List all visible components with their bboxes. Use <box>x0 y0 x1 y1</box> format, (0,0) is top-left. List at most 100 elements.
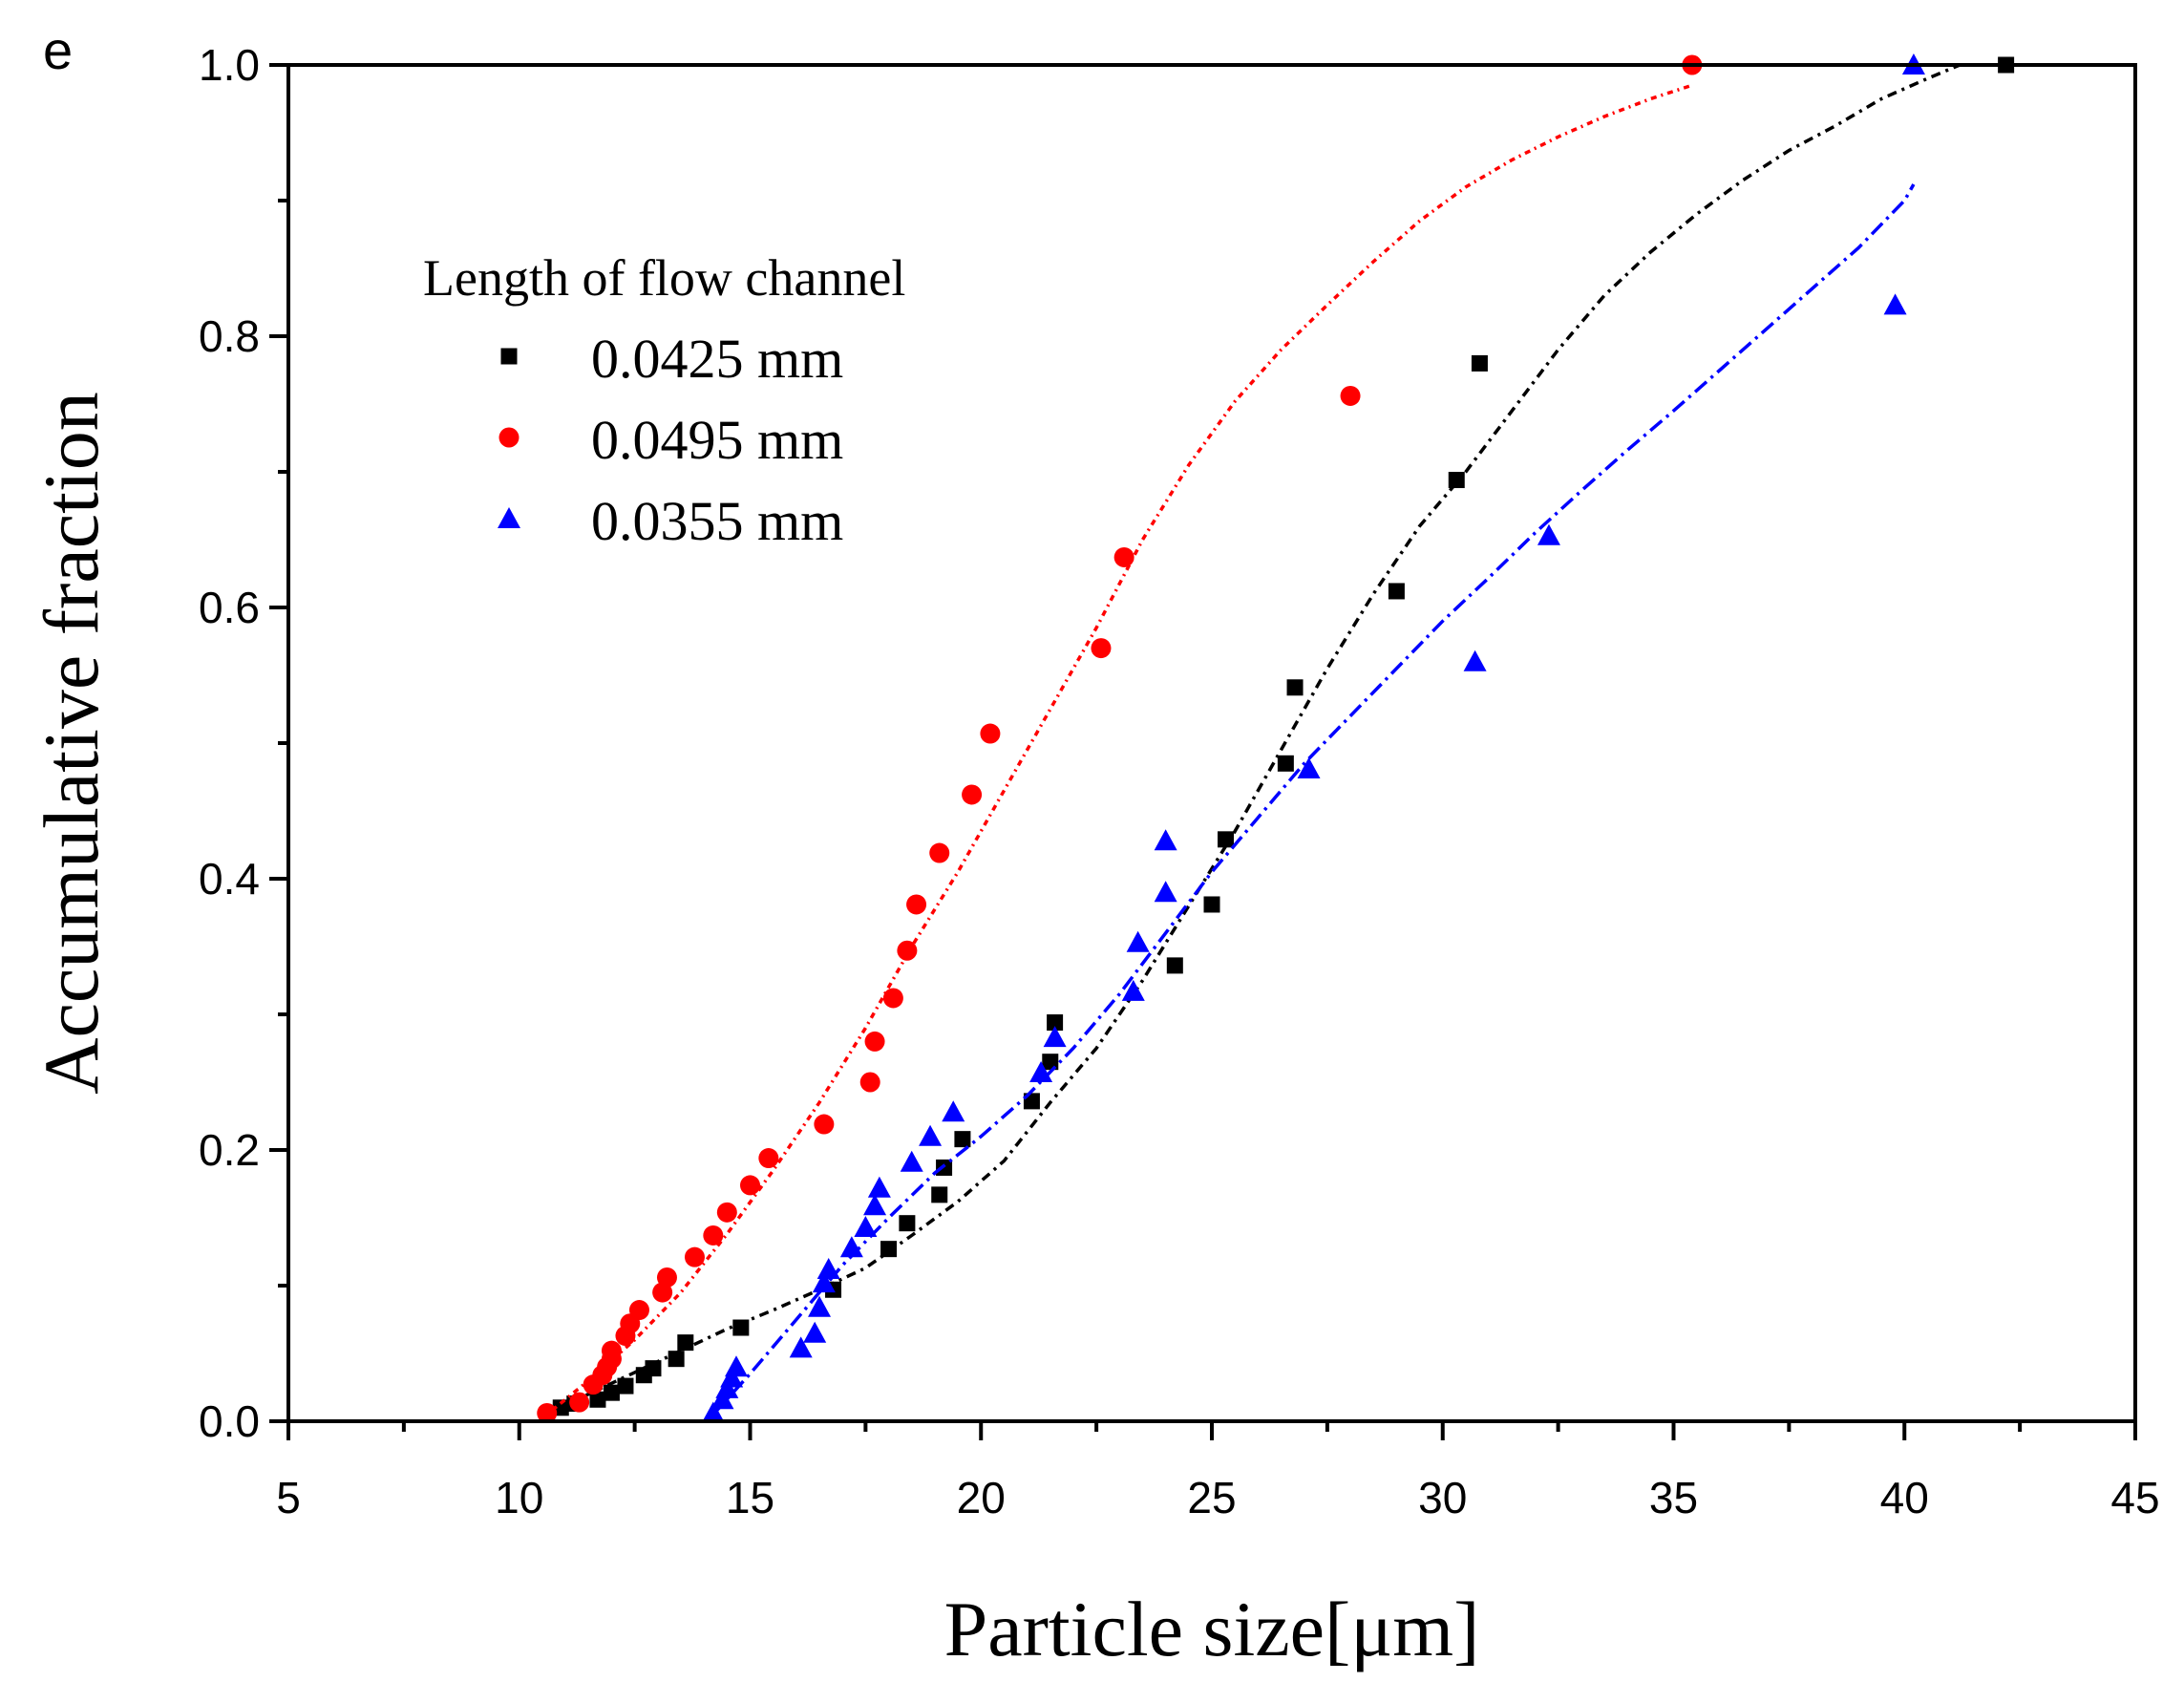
data-point-triangle <box>816 1257 840 1279</box>
fit-line-circle <box>545 83 1693 1416</box>
data-point-square <box>677 1334 694 1352</box>
x-tick-label: 35 <box>1649 1473 1698 1522</box>
x-axis-title: Particle size[μm] <box>944 1586 1480 1672</box>
fit-line-square <box>541 63 1961 1416</box>
x-tick-label: 5 <box>276 1473 301 1522</box>
x-tick-label: 25 <box>1187 1473 1236 1522</box>
legend-label: 0.0425 mm <box>591 328 843 390</box>
data-point-triangle <box>854 1215 878 1237</box>
data-point-square <box>899 1215 916 1232</box>
legend-title: Length of flow channel <box>423 249 905 307</box>
y-axis-title: Accumulative fraction <box>28 392 115 1094</box>
data-point-square <box>1388 583 1405 600</box>
data-point-circle <box>628 1300 649 1321</box>
data-point-triangle <box>867 1176 891 1198</box>
data-point-circle <box>537 1402 558 1423</box>
data-point-triangle <box>900 1150 923 1172</box>
data-point-triangle <box>1297 756 1321 778</box>
legend-items: 0.0425 mm 0.0495 mm 0.0355 mm <box>498 328 843 552</box>
data-point-circle <box>980 723 1001 744</box>
data-point-circle <box>906 894 927 915</box>
data-point-square <box>617 1377 634 1395</box>
x-tick-label: 40 <box>1880 1473 1929 1522</box>
data-point-circle <box>716 1202 737 1223</box>
data-point-triangle <box>1154 881 1177 903</box>
data-point-circle <box>569 1392 590 1413</box>
data-point-triangle <box>839 1236 863 1258</box>
data-point-circle <box>929 842 950 863</box>
data-point-circle <box>864 1031 885 1052</box>
data-point-square <box>732 1319 750 1336</box>
data-point-circle <box>684 1246 705 1267</box>
data-point-triangle <box>710 1388 734 1410</box>
data-point-circle <box>962 784 983 805</box>
fit-line-triangle <box>711 183 1916 1416</box>
x-tick-label: 45 <box>2110 1473 2159 1522</box>
legend-label: 0.0495 mm <box>591 409 843 471</box>
data-point-square <box>1277 755 1294 772</box>
data-point-square <box>1471 354 1488 372</box>
data-point-square <box>880 1241 898 1258</box>
data-point-circle <box>1340 385 1361 406</box>
data-point-triangle <box>1154 829 1177 851</box>
data-point-triangle <box>919 1124 943 1146</box>
y-tick-label: 0.4 <box>199 854 260 904</box>
data-point-triangle <box>1463 649 1487 671</box>
data-point-square <box>589 1391 606 1408</box>
data-point-square <box>603 1384 620 1401</box>
legend-marker-triangle <box>498 507 520 528</box>
y-tick-label: 1.0 <box>199 40 260 90</box>
data-point-triangle <box>720 1366 744 1388</box>
data-point-circle <box>703 1224 724 1246</box>
data-point-square <box>1047 1014 1064 1032</box>
data-point-triangle <box>863 1194 887 1216</box>
data-point-square <box>1448 472 1465 489</box>
data-point-square <box>931 1186 948 1203</box>
axis-ticks: 5 10 15 20 25 30 35 40 45 0.0 0.2 0.4 0.6 0.8 1.0 <box>199 40 2160 1522</box>
data-point-triangle <box>1029 1061 1053 1083</box>
data-point-square <box>1203 896 1220 913</box>
data-point-triangle <box>701 1401 725 1423</box>
data-point-triangle <box>1883 293 1907 315</box>
data-point-square <box>954 1131 971 1148</box>
y-tick-label: 0.8 <box>199 311 260 361</box>
data-point-square <box>1286 679 1304 696</box>
y-tick-label: 0.6 <box>199 583 260 632</box>
data-point-triangle <box>812 1271 836 1293</box>
data-point-triangle <box>1043 1026 1067 1048</box>
data-point-square <box>668 1351 685 1368</box>
data-point-triangle <box>1126 930 1150 952</box>
data-point-square <box>645 1360 662 1377</box>
data-point-circle <box>882 988 903 1009</box>
panel-label: e <box>43 20 73 80</box>
legend-marker-circle <box>498 427 519 448</box>
data-point-triangle <box>808 1295 832 1317</box>
data-point-circle <box>1091 638 1112 659</box>
data-point-circle <box>859 1072 880 1093</box>
data-point-circle <box>758 1148 779 1169</box>
x-tick-label: 10 <box>495 1473 543 1522</box>
legend-marker-square <box>500 348 518 365</box>
data-point-triangle <box>1121 979 1145 1001</box>
plot-marks <box>537 53 2015 1423</box>
data-point-triangle <box>789 1336 813 1358</box>
data-point-circle <box>814 1114 835 1135</box>
data-point-triangle <box>803 1321 827 1343</box>
x-tick-label: 20 <box>957 1473 1006 1522</box>
data-point-circle <box>897 940 918 961</box>
y-tick-label: 0.0 <box>199 1396 260 1446</box>
data-point-circle <box>656 1267 677 1288</box>
x-tick-label: 15 <box>726 1473 774 1522</box>
data-point-triangle <box>942 1100 965 1122</box>
data-point-circle <box>1113 546 1134 567</box>
data-point-square <box>1218 831 1235 848</box>
y-tick-label: 0.2 <box>199 1125 260 1175</box>
data-point-triangle <box>1537 523 1560 545</box>
legend-label: 0.0355 mm <box>591 490 843 552</box>
data-point-circle <box>601 1340 622 1361</box>
x-tick-label: 30 <box>1418 1473 1467 1522</box>
data-point-circle <box>740 1175 760 1196</box>
legend: Length of flow channel 0.0425 mm 0.0495 m… <box>423 249 905 552</box>
data-point-triangle <box>715 1376 739 1398</box>
